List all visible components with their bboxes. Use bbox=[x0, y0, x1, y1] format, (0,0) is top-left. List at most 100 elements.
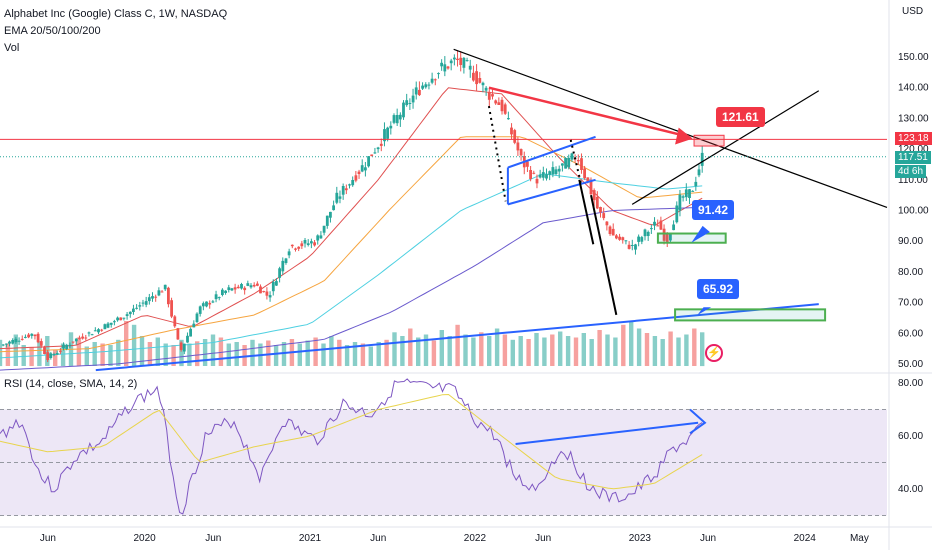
earnings-icon[interactable]: ⚡ bbox=[705, 344, 723, 362]
volume-bar bbox=[171, 345, 176, 366]
candle-body bbox=[567, 157, 571, 168]
projection-leg bbox=[578, 179, 595, 245]
ema-label: EMA 20/50/100/200 bbox=[4, 25, 101, 37]
volume-bar bbox=[195, 341, 200, 367]
candle-body bbox=[81, 336, 84, 339]
candle-body bbox=[446, 66, 450, 69]
candle-body bbox=[290, 244, 294, 247]
volume-bar bbox=[668, 331, 673, 366]
candle-body bbox=[138, 305, 142, 307]
candle-body bbox=[84, 337, 88, 339]
candle-body bbox=[201, 303, 205, 307]
volume-bar bbox=[376, 342, 381, 366]
candle-body bbox=[437, 73, 440, 75]
target-callout: 121.61 bbox=[716, 107, 765, 127]
volume-bar bbox=[84, 346, 89, 366]
axis-layer: 150.00 140.00 130.00 120.00 110.00 100.00 90.0… bbox=[40, 52, 929, 544]
mid-callout: 91.42 bbox=[692, 200, 735, 220]
candle-body bbox=[599, 207, 602, 213]
candle-body bbox=[665, 233, 669, 242]
candle-body bbox=[278, 268, 281, 278]
candle-body bbox=[630, 245, 634, 246]
rsi-tick-label: 40.00 bbox=[898, 484, 923, 495]
volume-bar bbox=[13, 334, 18, 366]
candle-body bbox=[449, 60, 453, 64]
candle-body bbox=[287, 251, 291, 256]
candle-body bbox=[634, 244, 637, 250]
volume-bar bbox=[644, 333, 650, 366]
time-tick-label: 2020 bbox=[133, 533, 156, 544]
candle-body bbox=[20, 338, 24, 340]
candle-body bbox=[535, 178, 539, 184]
candle-body bbox=[329, 211, 332, 218]
volume-bar bbox=[455, 324, 460, 367]
green-box-lower bbox=[674, 308, 827, 322]
candle-body bbox=[418, 89, 421, 96]
candle-body bbox=[624, 240, 628, 242]
volume-bar bbox=[321, 343, 326, 366]
candle-body bbox=[497, 102, 501, 105]
ema-line-200 bbox=[0, 206, 703, 371]
candle-body bbox=[14, 338, 18, 343]
volume-bar bbox=[416, 337, 421, 366]
volume-bar bbox=[510, 339, 515, 367]
candle-body bbox=[453, 57, 456, 60]
candle-body bbox=[284, 258, 288, 263]
candle-body bbox=[11, 340, 15, 344]
time-tick-label: Jun bbox=[205, 533, 221, 544]
candle-body bbox=[494, 100, 498, 104]
candle-body bbox=[322, 225, 326, 233]
candle-body bbox=[179, 342, 183, 350]
candle-body bbox=[348, 184, 351, 186]
candle-body bbox=[8, 341, 11, 344]
volume-bar bbox=[471, 337, 476, 366]
volume-bar bbox=[502, 334, 508, 366]
volume-bar bbox=[565, 336, 571, 366]
time-tick-label: Jun bbox=[535, 533, 551, 544]
volume-bar bbox=[147, 342, 153, 366]
candle-body bbox=[208, 302, 212, 305]
candle-body bbox=[424, 84, 428, 88]
candle-body bbox=[173, 316, 177, 327]
candle-body bbox=[605, 221, 609, 226]
candle-body bbox=[481, 82, 485, 86]
candle-body bbox=[484, 87, 488, 91]
candle-body bbox=[297, 246, 301, 249]
candle-body bbox=[653, 221, 656, 226]
volume-bar bbox=[163, 343, 168, 366]
volume-bar bbox=[439, 330, 444, 366]
candle-body bbox=[697, 169, 701, 176]
volume-bar bbox=[297, 343, 302, 366]
candle-body bbox=[640, 237, 644, 242]
candle-body bbox=[354, 175, 358, 181]
candle-body bbox=[541, 172, 545, 178]
candle-body bbox=[564, 158, 567, 169]
candle-body bbox=[462, 57, 466, 68]
candle-body bbox=[313, 242, 316, 246]
candle-body bbox=[249, 285, 253, 288]
volume-bar bbox=[384, 339, 389, 367]
candle-body bbox=[383, 129, 386, 142]
candle-body bbox=[246, 283, 250, 286]
time-tick-label: Jun bbox=[40, 533, 56, 544]
candle-body bbox=[500, 99, 504, 112]
candle-body bbox=[411, 95, 415, 103]
candle-body bbox=[443, 64, 447, 72]
candle-body bbox=[341, 186, 345, 195]
price-tick-label: 70.00 bbox=[898, 298, 923, 309]
candle-body bbox=[240, 284, 243, 289]
candle-body bbox=[551, 167, 555, 175]
countdown-tag: 4d 6h bbox=[895, 165, 927, 178]
candle-body bbox=[389, 125, 393, 129]
volume-bar bbox=[479, 332, 484, 367]
candle-body bbox=[373, 152, 377, 154]
dotted-leg bbox=[569, 139, 583, 187]
candle-body bbox=[243, 287, 247, 291]
candle-body bbox=[122, 317, 126, 319]
price-level-tag: 123.18 bbox=[895, 132, 932, 145]
volume-bar bbox=[621, 324, 626, 367]
candle-body bbox=[97, 329, 100, 333]
volume-bar bbox=[337, 339, 342, 367]
price-tick-label: 60.00 bbox=[898, 328, 923, 339]
candle-body bbox=[271, 281, 275, 292]
